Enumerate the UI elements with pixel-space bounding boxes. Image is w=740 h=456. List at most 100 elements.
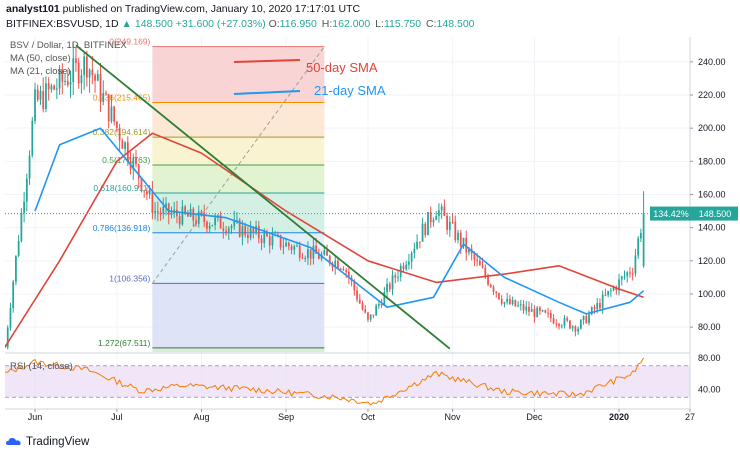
candle-body — [468, 248, 470, 253]
legend-pair: BSV / Dollar, 1D, BITFINEX — [10, 40, 127, 51]
candle-body — [285, 242, 287, 247]
candle-body — [47, 83, 50, 90]
candle-body — [544, 310, 547, 313]
candle-body — [476, 259, 479, 261]
fibonacci-retracement: 0(249.169) 0.236(215.465) 0.382(194.614) 0.… — [93, 37, 325, 352]
candle-body — [118, 127, 121, 141]
candle-body — [462, 237, 465, 247]
candle-body — [72, 58, 75, 83]
candle-body — [184, 206, 187, 214]
publish-info: analyst101 published on TradingView.com,… — [6, 3, 360, 15]
candle-body — [12, 281, 15, 309]
candle-body — [102, 93, 105, 102]
candle-body — [361, 303, 364, 310]
candle-body — [560, 325, 563, 327]
candle-body — [612, 287, 615, 291]
candle-body — [413, 248, 416, 254]
candle-body — [58, 69, 61, 89]
candle-body — [66, 80, 69, 86]
candle-body — [124, 142, 126, 149]
percent-badge: 134.42% — [653, 209, 689, 219]
candle-body — [424, 223, 427, 236]
candle-body — [238, 219, 241, 237]
candle-body — [345, 270, 348, 272]
y-tick-label: 140.00 — [698, 223, 726, 233]
candle-body — [91, 69, 94, 76]
candle-body — [304, 258, 307, 260]
rsi-tick-label: 80.00 — [698, 353, 721, 363]
candle-body — [219, 215, 222, 229]
x-tick-label: 27 — [685, 412, 695, 422]
candle-body — [296, 245, 298, 247]
candle-body — [156, 211, 159, 213]
candle-body — [549, 313, 552, 319]
tradingview-logo[interactable]: TradingView — [6, 436, 89, 448]
candle-body — [211, 225, 214, 227]
legend-rsi: RSI (14, close) — [10, 361, 73, 372]
y-tick-label: 100.00 — [698, 289, 726, 299]
legend-ma50: MA (50, close) — [10, 53, 71, 64]
author-name[interactable]: analyst101 — [6, 3, 60, 15]
candle-body — [440, 206, 443, 211]
candle-body — [593, 307, 596, 310]
candle-body — [438, 210, 440, 216]
x-tick-label: Aug — [193, 412, 209, 422]
symbol-label: BITFINEX:BSVUSD, 1D — [6, 18, 119, 30]
candle-body — [176, 209, 178, 217]
candle-body — [249, 227, 252, 238]
fib-band — [152, 283, 325, 348]
candle-body — [626, 272, 629, 277]
candle-body — [522, 304, 525, 311]
candle-body — [609, 290, 612, 292]
candle-body — [233, 219, 236, 227]
annotations: 50-day SMA 21-day SMA 134.42% 148.500 — [5, 59, 738, 221]
y-tick-label: 200.00 — [698, 123, 726, 133]
legend-ma21: MA (21, close) — [10, 66, 71, 77]
published-text: published on TradingView.com, January 10… — [62, 3, 361, 15]
candle-body — [162, 206, 165, 214]
candle-body — [20, 212, 23, 241]
candle-body — [367, 312, 369, 320]
candle-body — [536, 307, 539, 318]
candle-body — [309, 249, 312, 259]
fib-level-label: 0.618(160.911) — [93, 183, 150, 193]
candle-body — [17, 240, 20, 256]
x-tick-label: Dec — [526, 412, 543, 422]
axes: 80.00 100.00 120.00 140.00 160.00 180.00 200.0… — [5, 37, 726, 422]
candle-body — [555, 323, 558, 325]
up-arrow-icon: ▲ — [121, 18, 132, 30]
downtrend-line — [75, 44, 451, 350]
candle-body — [571, 326, 574, 329]
candle-body — [629, 272, 631, 274]
rsi-pane — [5, 352, 690, 406]
candle-body — [298, 245, 301, 258]
candle-body — [77, 62, 80, 84]
candle-body — [585, 315, 588, 324]
candle-body — [312, 245, 315, 259]
candle-body — [391, 275, 394, 290]
candle-body — [566, 318, 569, 321]
candle-body — [454, 221, 457, 241]
candle-body — [206, 221, 208, 229]
candle-body — [260, 238, 263, 244]
candle-body — [563, 318, 566, 326]
candle-body — [154, 211, 156, 213]
candle-body — [263, 232, 266, 244]
candle-body — [9, 308, 12, 328]
candle-body — [405, 264, 408, 270]
candle-body — [222, 228, 225, 231]
candle-body — [244, 225, 247, 235]
y-tick-label: 180.00 — [698, 156, 726, 166]
candle-body — [334, 260, 337, 268]
candle-body — [208, 226, 211, 229]
rsi-band — [5, 365, 690, 398]
candle-body — [230, 226, 233, 229]
price-badge: 148.500 — [699, 209, 732, 219]
candle-body — [200, 211, 203, 214]
candle-body — [15, 255, 17, 282]
candle-body — [137, 164, 140, 179]
y-tick-label: 80.00 — [698, 322, 721, 332]
fib-level-label: 1.272(67.511) — [98, 338, 150, 348]
candle-body — [241, 225, 244, 237]
